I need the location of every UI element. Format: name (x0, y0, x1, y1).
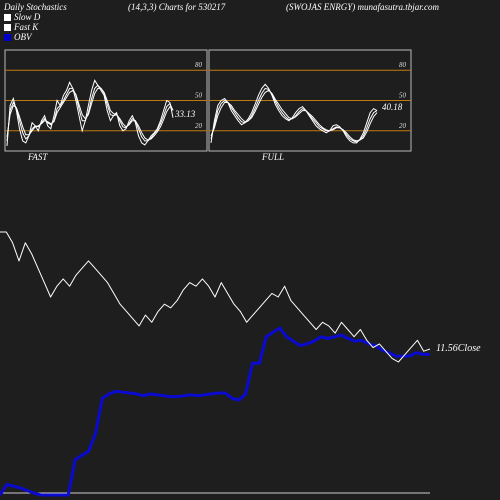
legend-swatch-fast-k (4, 24, 11, 31)
full-last-value: 40.18 (382, 102, 403, 112)
fast-last-value: 33.13 (174, 109, 196, 119)
full-series-2 (210, 89, 378, 142)
fast-series-2 (6, 87, 174, 141)
legend: Slow D Fast K OBV (4, 12, 41, 42)
fast-tick-50: 50 (195, 92, 203, 100)
full-stochastic-lines (210, 83, 378, 144)
legend-label-obv: OBV (14, 32, 33, 42)
header-left: Daily Stochastics (3, 2, 67, 12)
full-tick-20: 20 (399, 122, 407, 130)
price-obv-panel: 11.56Close (0, 231, 481, 497)
full-tick-50: 50 (399, 92, 407, 100)
full-tick-80: 80 (399, 61, 407, 69)
legend-label-fast-k: Fast K (13, 22, 39, 32)
full-stochastic-panel: 20 50 80 40.18 FULL (208, 49, 412, 162)
fast-stochastic-lines (6, 79, 174, 146)
fast-series-0 (6, 79, 174, 146)
full-tick-labels: 20 50 80 (399, 61, 407, 130)
legend-swatch-obv (4, 34, 11, 41)
legend-swatch-slow-d (4, 14, 11, 21)
header-center: (14,3,3) Charts for 530217 (128, 2, 226, 12)
close-value: 11.56 (436, 343, 458, 354)
fast-tick-20: 20 (195, 122, 203, 130)
fast-tick-labels: 20 50 80 (195, 61, 203, 130)
obv-line (0, 326, 430, 497)
header-right: (SWOJAS ENRGY) munafasutra.tbjar.com (286, 2, 439, 12)
close-value-label: 11.56Close (436, 343, 481, 354)
fast-series-1 (6, 84, 174, 142)
close-price-line (0, 231, 431, 363)
fast-tick-80: 80 (195, 61, 203, 69)
fast-stochastic-panel: 20 50 80 33.13 FAST (4, 49, 208, 162)
full-panel-label: FULL (261, 152, 284, 162)
legend-label-slow-d: Slow D (14, 12, 41, 22)
fast-panel-label: FAST (27, 152, 48, 162)
full-series-0 (210, 83, 378, 144)
full-level-lines (209, 69, 411, 132)
close-suffix: Close (458, 343, 481, 354)
